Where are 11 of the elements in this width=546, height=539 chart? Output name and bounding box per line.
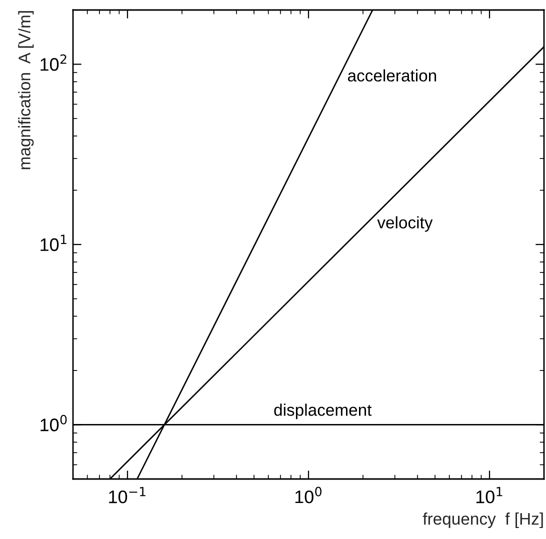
y-tick-label: 10$^{2}$	[40, 54, 66, 71]
x-tick-label: 10$^{0}$	[295, 486, 322, 504]
x-tick-label: 10$^{1}$	[476, 486, 502, 504]
y-tick-label: 10$^{0}$	[40, 414, 67, 432]
series-label: velocity	[377, 216, 433, 232]
series-label: displacement	[274, 404, 372, 420]
y-tick-label: 10$^{1}$	[40, 234, 66, 252]
series-label: acceleration	[348, 69, 436, 82]
x-axis-title: frequency f [Hz]	[422, 512, 543, 528]
x-tick-label: 10$^{−1}$	[109, 486, 146, 504]
y-axis-title: magnification A [V/m]	[18, 11, 34, 170]
